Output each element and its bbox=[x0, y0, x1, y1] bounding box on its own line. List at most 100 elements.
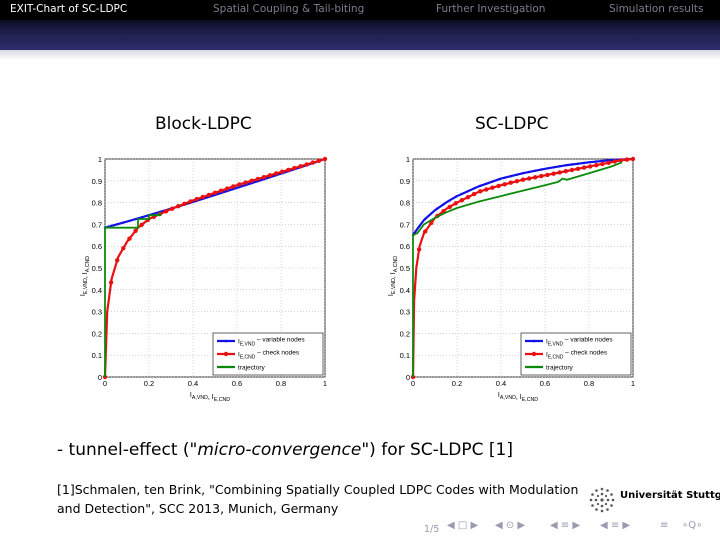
series-marker-1 bbox=[298, 164, 303, 169]
legend-marker-0 bbox=[224, 339, 228, 343]
note-suffix: ") for SC-LDPC [1] bbox=[361, 440, 513, 460]
series-marker-0 bbox=[497, 178, 500, 181]
nav-appendix-arrows[interactable]: ◀ ≡ ▶ bbox=[600, 520, 631, 531]
series-marker-0 bbox=[521, 172, 525, 175]
series-marker-1 bbox=[581, 165, 587, 170]
x-tick-label: 0.4 bbox=[496, 379, 506, 388]
series-marker-1 bbox=[557, 170, 562, 175]
series-marker-1 bbox=[514, 179, 520, 184]
series-marker-1 bbox=[520, 177, 526, 182]
nav-item-exit-chart[interactable]: EXIT-Chart of SC-LDPC bbox=[10, 3, 128, 15]
series-marker-1 bbox=[108, 280, 114, 285]
legend-label-0: IE,VND – variable nodes bbox=[546, 337, 613, 348]
series-marker-0 bbox=[582, 161, 586, 165]
nav-search-icon[interactable]: ∘Q∘ bbox=[682, 520, 703, 531]
series-marker-0 bbox=[485, 182, 488, 185]
series-marker-1 bbox=[176, 204, 181, 209]
series-marker-0 bbox=[417, 225, 421, 228]
x-tick-label: 0.6 bbox=[540, 379, 550, 388]
series-marker-1 bbox=[231, 184, 236, 189]
legend-label-1: IE,CND – check nodes bbox=[238, 350, 300, 361]
university-logo-text: Universität Stuttgart bbox=[620, 490, 720, 501]
nav-item-simulation-results[interactable]: Simulation results bbox=[609, 3, 704, 15]
series-marker-1 bbox=[478, 189, 483, 194]
series-marker-0 bbox=[564, 164, 567, 167]
series-marker-0 bbox=[472, 187, 476, 190]
series-marker-0 bbox=[442, 203, 445, 206]
series-marker-0 bbox=[515, 173, 519, 176]
series-marker-1 bbox=[508, 180, 513, 185]
series-marker-1 bbox=[490, 185, 495, 190]
series-marker-1 bbox=[127, 236, 132, 241]
series-marker-1 bbox=[133, 228, 138, 233]
series-marker-1 bbox=[304, 162, 309, 167]
x-tick-label: 0.8 bbox=[276, 379, 286, 388]
y-tick-label: 0.2 bbox=[92, 329, 102, 338]
series-marker-1 bbox=[416, 247, 422, 252]
nav-align-icon[interactable]: ≡ bbox=[660, 520, 669, 531]
series-marker-1 bbox=[163, 209, 169, 214]
x-tick-label: 0.2 bbox=[144, 379, 154, 388]
series-marker-1 bbox=[600, 161, 605, 167]
series-marker-1 bbox=[200, 194, 205, 200]
x-axis-label: IA,VND, IE,CND bbox=[498, 392, 538, 403]
series-marker-1 bbox=[115, 258, 120, 263]
series-marker-0 bbox=[570, 163, 574, 166]
header-band-fade bbox=[0, 50, 720, 60]
series-marker-1 bbox=[267, 173, 273, 178]
chart-title-block-ldpc: Block-LDPC bbox=[155, 114, 252, 134]
series-marker-0 bbox=[479, 184, 482, 187]
y-tick-label: 0.9 bbox=[400, 177, 410, 186]
series-marker-1 bbox=[471, 191, 477, 197]
header-band bbox=[0, 20, 720, 50]
y-tick-label: 0.9 bbox=[92, 177, 102, 186]
series-marker-1 bbox=[569, 167, 575, 173]
series-marker-1 bbox=[545, 172, 550, 178]
series-marker-1 bbox=[206, 192, 212, 198]
university-seal-icon bbox=[589, 487, 615, 513]
series-marker-1 bbox=[292, 165, 297, 171]
series-marker-1 bbox=[502, 182, 507, 187]
series-marker-1 bbox=[453, 201, 458, 206]
nav-item-further-investigation[interactable]: Further Investigation bbox=[436, 3, 546, 15]
legend-marker-1 bbox=[531, 351, 537, 357]
nav-subsection-arrows[interactable]: ◀ ⊙ ▶ bbox=[495, 520, 526, 531]
x-tick-label: 0.6 bbox=[232, 379, 242, 388]
series-marker-0 bbox=[436, 207, 439, 210]
series-marker-1 bbox=[606, 160, 611, 165]
series-marker-1 bbox=[218, 188, 224, 193]
series-marker-0 bbox=[448, 199, 451, 202]
y-tick-label: 0.6 bbox=[92, 242, 102, 251]
series-marker-1 bbox=[484, 187, 489, 192]
series-marker-0 bbox=[552, 166, 555, 169]
series-marker-1 bbox=[255, 176, 260, 182]
x-tick-label: 0 bbox=[411, 379, 415, 388]
series-marker-0 bbox=[503, 176, 506, 179]
y-tick-label: 0.8 bbox=[400, 199, 410, 208]
nav-item-spatial-coupling[interactable]: Spatial Coupling & Tail-biting bbox=[213, 3, 365, 15]
legend-label-1: IE,CND – check nodes bbox=[546, 350, 608, 361]
y-axis-label: IE,VND, IA,CND bbox=[388, 256, 399, 296]
series-marker-1 bbox=[465, 195, 471, 200]
legend-label-2: trajectory bbox=[546, 365, 573, 372]
y-tick-label: 0.4 bbox=[92, 286, 102, 295]
series-marker-1 bbox=[496, 183, 501, 189]
y-tick-label: 0 bbox=[98, 373, 102, 382]
series-marker-1 bbox=[588, 164, 593, 169]
y-tick-label: 0.1 bbox=[400, 351, 410, 360]
note-prefix: - tunnel-effect (" bbox=[57, 440, 198, 460]
series-marker-1 bbox=[170, 206, 175, 211]
series-marker-1 bbox=[539, 173, 544, 179]
nav-section-arrows[interactable]: ◀ ≡ ▶ bbox=[550, 520, 581, 531]
series-marker-1 bbox=[243, 180, 248, 185]
nav-frame-arrows[interactable]: ◀ □ ▶ bbox=[447, 520, 479, 531]
series-marker-1 bbox=[429, 220, 434, 226]
y-tick-label: 0.2 bbox=[400, 329, 410, 338]
series-marker-1 bbox=[212, 190, 218, 195]
legend: IE,VND – variable nodes IE,CND – check no… bbox=[212, 332, 324, 376]
x-tick-label: 1 bbox=[323, 379, 327, 388]
series-marker-0 bbox=[576, 162, 580, 165]
chart-title-sc-ldpc: SC-LDPC bbox=[475, 114, 549, 134]
series-marker-1 bbox=[261, 175, 267, 180]
